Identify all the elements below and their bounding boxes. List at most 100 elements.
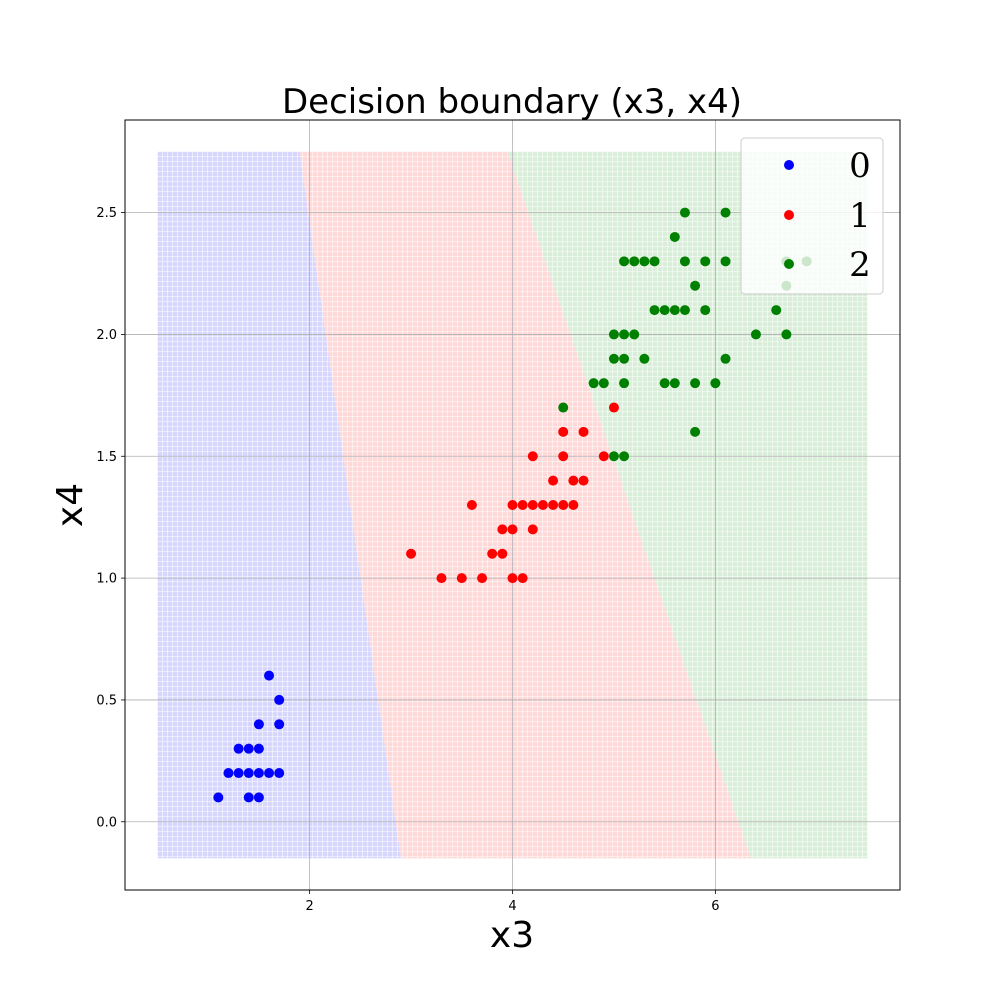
y-axis-ticks: 0.0 0.5 1.0 1.5 2.0 2.5 xyxy=(96,206,125,830)
legend-label-2: 2 xyxy=(849,245,871,285)
data-point-class-1 xyxy=(477,573,488,584)
data-point-class-1 xyxy=(527,451,538,462)
data-point-class-2 xyxy=(690,426,701,437)
data-point-class-2 xyxy=(598,378,609,389)
data-point-class-1 xyxy=(497,524,508,535)
data-points xyxy=(213,207,812,803)
data-point-class-2 xyxy=(679,207,690,218)
data-point-class-2 xyxy=(700,256,711,267)
legend-label-0: 0 xyxy=(849,146,871,186)
y-tick-label: 1.0 xyxy=(96,572,117,587)
data-point-class-2 xyxy=(639,353,650,364)
data-point-class-2 xyxy=(629,256,640,267)
data-point-class-0 xyxy=(274,719,285,730)
data-point-class-0 xyxy=(253,768,264,779)
data-point-class-2 xyxy=(781,329,792,340)
data-point-class-1 xyxy=(558,500,569,510)
data-point-class-2 xyxy=(669,305,680,316)
data-point-class-0 xyxy=(233,743,244,754)
data-point-class-0 xyxy=(243,768,254,779)
legend: 0 1 2 xyxy=(740,137,884,295)
data-point-class-2 xyxy=(659,305,670,316)
data-point-class-2 xyxy=(629,329,640,340)
data-point-class-2 xyxy=(558,402,569,413)
data-point-class-0 xyxy=(253,719,264,730)
data-point-class-2 xyxy=(619,451,630,462)
data-point-class-1 xyxy=(436,573,447,584)
y-tick-label: 1.5 xyxy=(96,450,117,465)
legend-marker-0 xyxy=(784,160,794,170)
y-tick-label: 2.5 xyxy=(96,206,117,221)
x-tick-label: 6 xyxy=(711,899,719,914)
data-point-class-0 xyxy=(274,694,285,705)
data-point-class-0 xyxy=(213,792,224,803)
data-point-class-1 xyxy=(507,524,518,535)
data-point-class-2 xyxy=(619,329,630,340)
legend-box xyxy=(740,137,884,295)
data-point-class-2 xyxy=(771,305,782,316)
y-tick-label: 2.0 xyxy=(96,328,117,343)
data-point-class-2 xyxy=(608,329,619,340)
legend-label-1: 1 xyxy=(849,196,871,236)
data-point-class-1 xyxy=(578,475,589,486)
data-point-class-2 xyxy=(720,207,731,218)
data-point-class-2 xyxy=(720,353,731,364)
data-point-class-0 xyxy=(253,792,264,803)
data-point-class-0 xyxy=(233,768,244,779)
data-point-class-2 xyxy=(639,256,650,267)
data-point-class-0 xyxy=(264,670,275,681)
data-point-class-1 xyxy=(548,500,559,510)
data-point-class-1 xyxy=(507,573,518,584)
y-tick-label: 0.5 xyxy=(96,693,117,708)
data-point-class-2 xyxy=(710,378,721,389)
data-point-class-1 xyxy=(578,426,589,437)
data-point-class-1 xyxy=(466,500,477,510)
data-point-class-0 xyxy=(264,768,275,779)
data-point-class-1 xyxy=(527,500,538,510)
data-point-class-2 xyxy=(649,305,660,316)
data-point-class-1 xyxy=(548,475,559,486)
data-point-class-2 xyxy=(669,231,680,242)
data-point-class-1 xyxy=(608,402,619,413)
data-point-class-1 xyxy=(456,573,467,584)
data-point-class-1 xyxy=(537,500,548,510)
data-point-class-1 xyxy=(598,451,609,462)
x-axis-ticks: 2 4 6 xyxy=(305,890,720,914)
data-point-class-1 xyxy=(517,500,528,510)
data-point-class-2 xyxy=(588,378,599,389)
data-point-class-0 xyxy=(274,768,285,779)
x-tick-label: 4 xyxy=(508,899,516,914)
data-point-class-2 xyxy=(608,451,619,462)
data-point-class-2 xyxy=(690,280,701,291)
x-tick-label: 2 xyxy=(305,899,313,914)
data-point-class-2 xyxy=(659,378,670,389)
y-axis-label: x4 xyxy=(50,483,91,527)
legend-marker-1 xyxy=(784,210,794,220)
chart-title: Decision boundary (x3, x4) xyxy=(282,82,742,122)
data-point-class-1 xyxy=(507,500,518,510)
data-point-class-0 xyxy=(253,743,264,754)
data-point-class-2 xyxy=(619,353,630,364)
data-point-class-0 xyxy=(223,768,234,779)
y-tick-label: 0.0 xyxy=(96,815,117,830)
data-point-class-1 xyxy=(558,426,569,437)
data-point-class-2 xyxy=(679,256,690,267)
data-point-class-1 xyxy=(487,548,498,559)
data-point-class-2 xyxy=(619,256,630,267)
x-axis-label: x3 xyxy=(490,915,534,956)
data-point-class-1 xyxy=(497,548,508,559)
data-point-class-0 xyxy=(243,792,254,803)
data-point-class-2 xyxy=(619,378,630,389)
data-point-class-2 xyxy=(700,305,711,316)
data-point-class-2 xyxy=(679,305,690,316)
data-point-class-0 xyxy=(243,743,254,754)
data-point-class-2 xyxy=(649,256,660,267)
data-point-class-2 xyxy=(720,256,731,267)
data-point-class-2 xyxy=(690,378,701,389)
data-point-class-2 xyxy=(608,353,619,364)
data-point-class-1 xyxy=(568,500,579,510)
data-point-class-1 xyxy=(517,573,528,584)
data-point-class-2 xyxy=(669,378,680,389)
data-point-class-1 xyxy=(558,451,569,462)
